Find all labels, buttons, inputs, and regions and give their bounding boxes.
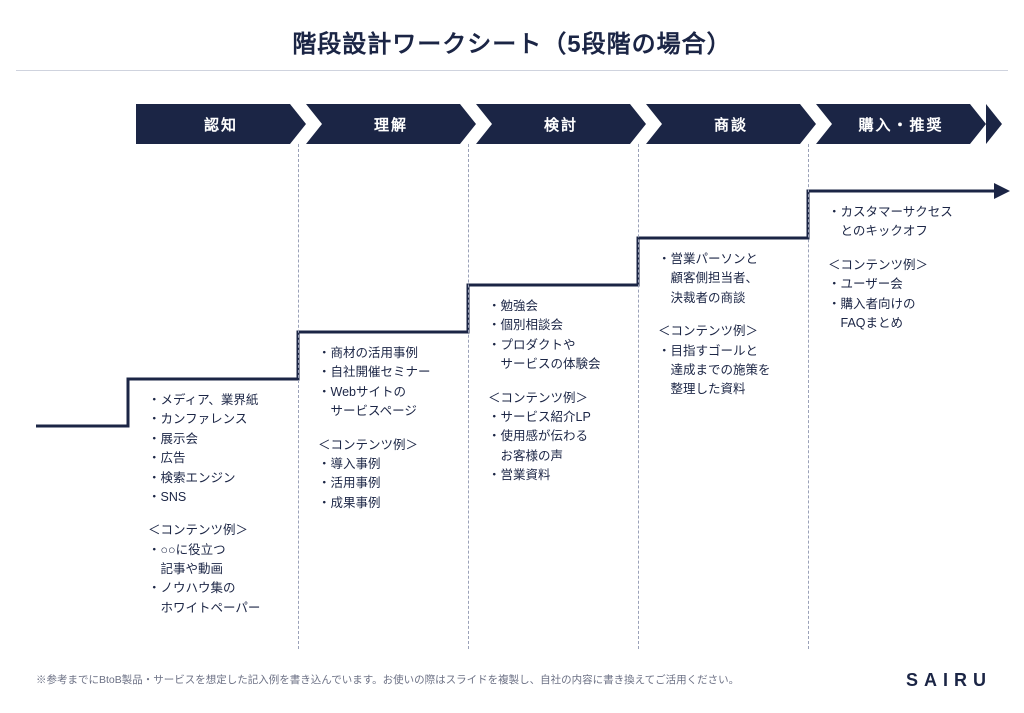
stage-sub-item-line: ・使用感が伝わる — [488, 427, 646, 446]
stage-item-line: サービスページ — [318, 402, 476, 421]
stage-sub-item-line: ・○○に役立つ — [148, 541, 306, 560]
stage-sub-item-line: ・目指すゴールと — [658, 342, 816, 361]
stage-item-line: 決裁者の商談 — [658, 289, 816, 308]
brand-logo: SAIRU — [906, 670, 992, 691]
stage-sub: ＜コンテンツ例＞・目指すゴールと 達成までの施策を 整理した資料 — [658, 322, 816, 400]
stage-column: ・メディア、業界紙・カンファレンス・展示会・広告・検索エンジン・SNS ＜コンテン… — [148, 391, 306, 618]
stage-item-line: ・自社開催セミナー — [318, 363, 476, 382]
stage-item-line: ・営業パーソンと — [658, 250, 816, 269]
stage-sub-item-line: 記事や動画 — [148, 560, 306, 579]
stage-sub-item-line: ・ノウハウ集の — [148, 579, 306, 598]
footnote-text: ※参考までにBtoB製品・サービスを想定した記入例を書き込んでいます。お使いの際… — [36, 672, 739, 687]
stage-sub-item-line: ホワイトペーパー — [148, 599, 306, 618]
stage-item-line: ・個別相談会 — [488, 316, 646, 335]
stage-item-line: ・広告 — [148, 449, 306, 468]
stage-item-line: ・メディア、業界紙 — [148, 391, 306, 410]
stage-items: ・営業パーソンと 顧客側担当者、 決裁者の商談 — [658, 250, 816, 308]
stage-sub-item-line: ・活用事例 — [318, 474, 476, 493]
stage-sub-item-line: ・サービス紹介LP — [488, 408, 646, 427]
stage-item-line: ・カンファレンス — [148, 410, 306, 429]
stage-sub-item-line: ・成果事例 — [318, 494, 476, 513]
stage-sub-item-line: ・導入事例 — [318, 455, 476, 474]
stage-item-line: ・検索エンジン — [148, 469, 306, 488]
stage-item-line: サービスの体験会 — [488, 355, 646, 374]
stage-items: ・商材の活用事例・自社開催セミナー・Webサイトの サービスページ — [318, 344, 476, 422]
stage-sub: ＜コンテンツ例＞・導入事例・活用事例・成果事例 — [318, 436, 476, 514]
stage-sub-item-line: ・購入者向けの — [828, 295, 986, 314]
stage-sub: ＜コンテンツ例＞・○○に役立つ 記事や動画・ノウハウ集の ホワイトペーパー — [148, 521, 306, 618]
stage-item-line: ・カスタマーサクセス — [828, 203, 986, 222]
stage-sub-item-line: 整理した資料 — [658, 380, 816, 399]
stage-sub-item-line: FAQまとめ — [828, 314, 986, 333]
stage-item-line: ・プロダクトや — [488, 336, 646, 355]
stage-sub-item-line: お客様の声 — [488, 447, 646, 466]
stage-sub-item-line: ・営業資料 — [488, 466, 646, 485]
stage-items: ・勉強会・個別相談会・プロダクトや サービスの体験会 — [488, 297, 646, 375]
stage-item-line: ・勉強会 — [488, 297, 646, 316]
stage-sub-item-line: 達成までの施策を — [658, 361, 816, 380]
stage-items: ・カスタマーサクセス とのキックオフ — [828, 203, 986, 242]
stage-item-line: ・Webサイトの — [318, 383, 476, 402]
stage-item-line: 顧客側担当者、 — [658, 269, 816, 288]
stage-column: ・営業パーソンと 顧客側担当者、 決裁者の商談 ＜コンテンツ例＞・目指すゴールと … — [658, 250, 816, 400]
stage-sub-header: ＜コンテンツ例＞ — [658, 322, 816, 341]
stage-sub: ＜コンテンツ例＞・ユーザー会・購入者向けの FAQまとめ — [828, 256, 986, 334]
stage-sub-item-line: ・ユーザー会 — [828, 275, 986, 294]
stage-item-line: ・SNS — [148, 488, 306, 507]
stage-items: ・メディア、業界紙・カンファレンス・展示会・広告・検索エンジン・SNS — [148, 391, 306, 507]
stage-item-line: ・展示会 — [148, 430, 306, 449]
stage-column: ・勉強会・個別相談会・プロダクトや サービスの体験会 ＜コンテンツ例＞・サービス紹… — [488, 297, 646, 485]
stage-item-line: とのキックオフ — [828, 222, 986, 241]
stage-column: ・商材の活用事例・自社開催セミナー・Webサイトの サービスページ ＜コンテンツ例… — [318, 344, 476, 513]
stage-sub-header: ＜コンテンツ例＞ — [318, 436, 476, 455]
stage-sub: ＜コンテンツ例＞・サービス紹介LP・使用感が伝わる お客様の声・営業資料 — [488, 389, 646, 486]
stage-sub-header: ＜コンテンツ例＞ — [148, 521, 306, 540]
stage-column: ・カスタマーサクセス とのキックオフ ＜コンテンツ例＞・ユーザー会・購入者向けの … — [828, 203, 986, 333]
stage-sub-header: ＜コンテンツ例＞ — [828, 256, 986, 275]
stage-sub-header: ＜コンテンツ例＞ — [488, 389, 646, 408]
stage-item-line: ・商材の活用事例 — [318, 344, 476, 363]
